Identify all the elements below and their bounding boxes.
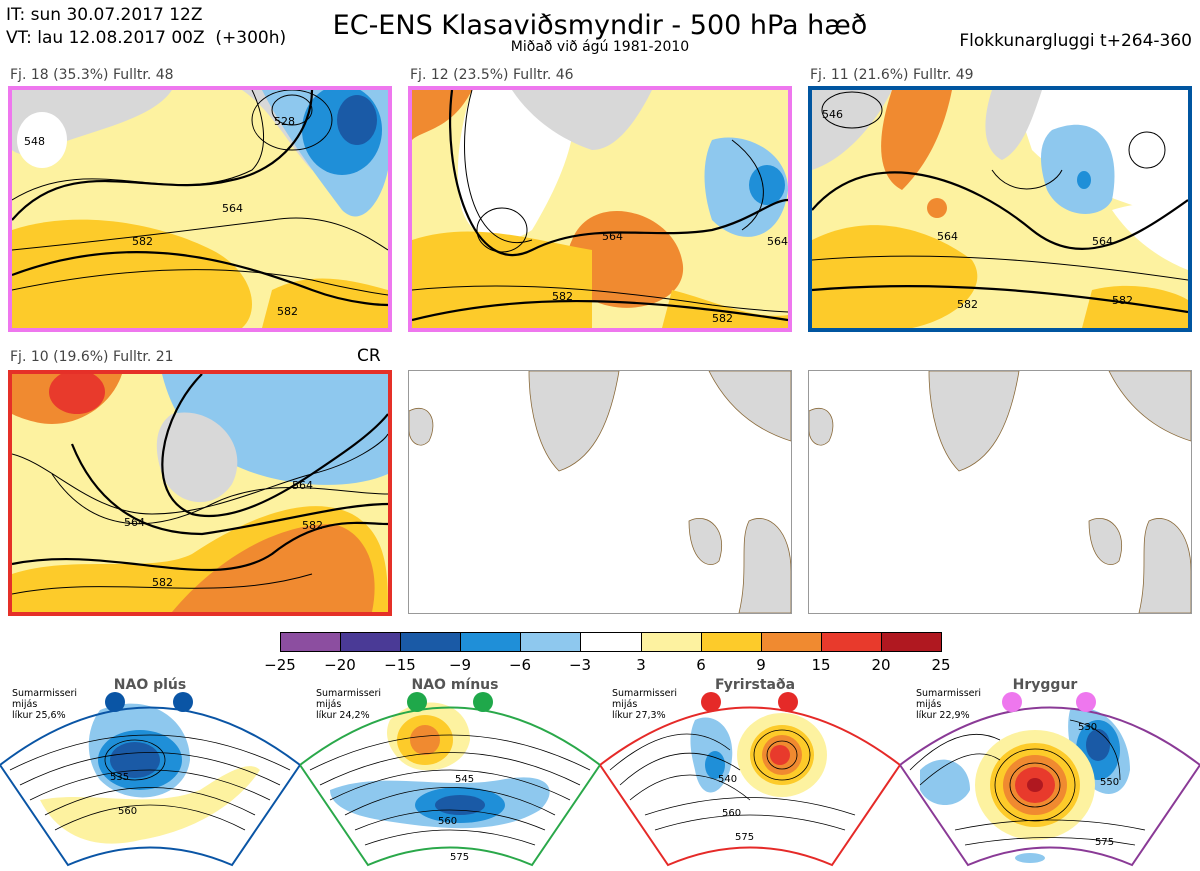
regime-map-2: 545 560 575 [300,692,600,867]
contour-label: 564 [937,230,958,243]
regime-map-4: 530 550 575 [900,692,1200,867]
colorbar-swatch [701,633,762,651]
contour-label: 582 [712,312,733,325]
cluster-map-2-svg: 564 564 582 582 [412,90,788,328]
empty-map-2 [808,370,1192,614]
regime-title-1: NAO plús [113,677,187,693]
regime-note-3: Sumarmisseri mijás líkur 27,3% [612,688,678,721]
colorbar-tick: −20 [324,656,356,674]
contour-label: 545 [455,774,474,785]
regime-note-1: Sumarmisseri mijás líkur 25,6% [12,688,78,721]
valid-time: VT: lau 12.08.2017 00Z (+300h) [6,28,287,48]
contour-label: 564 [1092,235,1113,248]
cluster-map-1[interactable]: 548 528 564 582 582 [8,86,392,332]
regime-note-2: Sumarmisseri mijás líkur 24,2% [316,688,382,721]
regime-note-4: Sumarmisseri mijás líkur 22,9% [916,688,982,721]
regime-title-2: NAO mínus [411,677,499,693]
contour-label: 582 [302,519,323,532]
empty-map-2-svg [809,371,1191,613]
cluster-map-3-svg: 546 564 564 582 582 [812,90,1188,328]
colorbar-tick: 15 [811,656,831,674]
colorbar-tick: 6 [696,656,706,674]
contour-label: 575 [1095,837,1114,848]
contour-label: 582 [552,290,573,303]
colorbar-tick: 25 [931,656,951,674]
regime-map-3: 540 560 575 [600,692,900,867]
colorbar-swatch [641,633,702,651]
contour-label: 546 [822,108,843,121]
colorbar-tick: −25 [264,656,296,674]
contour-label: 560 [118,806,137,817]
regime-map-1: 535 560 [0,692,300,867]
colorbar-swatch [821,633,882,651]
classification-window: Flokkunargluggi t+264-360 [959,31,1192,51]
contour-label: 564 [767,235,788,248]
contour-label: 564 [602,230,623,243]
empty-map-1 [408,370,792,614]
colorbar-swatch [521,633,582,651]
contour-label: 564 [124,516,145,529]
contour-label: 548 [24,135,45,148]
contour-label: 575 [450,852,469,863]
colorbar-tick: 3 [636,656,646,674]
regime-title-3: Fyrirstaða [714,677,796,693]
colorbar [280,632,942,652]
cluster-label-1: Fj. 18 (35.3%) Fulltr. 48 [10,67,174,83]
contour-label: 560 [722,808,741,819]
colorbar-tick: −9 [448,656,472,674]
contour-label: 582 [1112,294,1133,307]
colorbar-swatch [461,633,522,651]
empty-map-1-svg [409,371,791,613]
cluster-map-2[interactable]: 564 564 582 582 [408,86,792,332]
colorbar-tick: 20 [871,656,891,674]
cluster-map-4-svg: 564 564 582 582 [12,374,388,612]
colorbar-tick: −3 [568,656,592,674]
contour-label: 530 [1078,722,1097,733]
page-title: EC-ENS Klasaviðsmyndir - 500 hPa hæð [332,10,868,41]
contour-label: 535 [110,772,129,783]
page-subtitle: Miðað við ágú 1981-2010 [510,39,690,55]
cluster-map-1-svg: 548 528 564 582 582 [12,90,388,328]
contour-label: 582 [132,235,153,248]
contour-label: 582 [277,305,298,318]
colorbar-swatch [341,633,402,651]
cluster-map-3[interactable]: 546 564 564 582 582 [808,86,1192,332]
regime-title-4: Hryggur [1012,677,1078,693]
cluster-tag: CR [357,346,381,366]
colorbar-tick: 9 [756,656,766,674]
colorbar-swatch [401,633,462,651]
contour-label: 550 [1100,777,1119,788]
cluster-label-4: Fj. 10 (19.6%) Fulltr. 21 [10,349,174,365]
colorbar-tick: −6 [508,656,532,674]
contour-label: 582 [957,298,978,311]
colorbar-swatch [761,633,822,651]
colorbar-swatch [581,633,642,651]
colorbar-swatch [881,633,942,651]
contour-label: 575 [735,832,754,843]
colorbar-tick: −15 [384,656,416,674]
initial-time: IT: sun 30.07.2017 12Z [6,5,203,25]
contour-label: 564 [222,202,243,215]
cluster-label-3: Fj. 11 (21.6%) Fulltr. 49 [810,67,974,83]
contour-label: 564 [292,479,313,492]
cluster-label-2: Fj. 12 (23.5%) Fulltr. 46 [410,67,574,83]
contour-label: 560 [438,816,457,827]
run-info: IT: sun 30.07.2017 12Z VT: lau 12.08.2017… [6,4,286,50]
contour-label: 540 [718,774,737,785]
colorbar-swatch [281,633,342,651]
cluster-map-4[interactable]: 564 564 582 582 [8,370,392,616]
contour-label: 582 [152,576,173,589]
contour-label: 528 [274,115,295,128]
